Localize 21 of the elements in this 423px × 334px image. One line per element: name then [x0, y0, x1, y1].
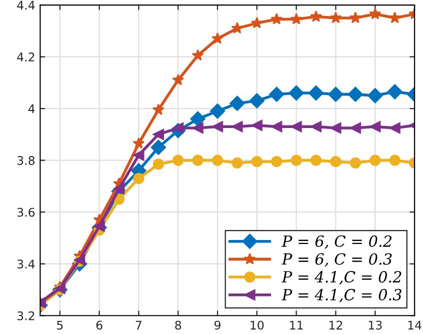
x-tick-label: 7	[136, 320, 142, 330]
y-tick-label: 3.6	[17, 208, 35, 217]
y-tick-label: 4.2	[17, 52, 34, 62]
legend-label: P = 4.1,C = 0.3	[282, 288, 402, 302]
x-tick-label: 13	[368, 320, 382, 330]
x-tick-label: 6	[96, 320, 102, 330]
x-tick-label: 14	[408, 320, 422, 330]
x-tick-label: 10	[250, 320, 264, 330]
y-tick-label: 3.4	[17, 260, 35, 269]
x-tick-label: 8	[175, 320, 182, 330]
legend-label: P = 4.1,C = 0.2	[282, 271, 402, 284]
legend-label: P = 6, C = 0.3	[282, 253, 392, 267]
x-tick-label: 11	[290, 320, 303, 330]
y-tick-label: 4	[28, 104, 35, 114]
y-tick-label: 4.4	[17, 0, 35, 10]
x-tick-label: 12	[330, 320, 342, 330]
legend-label: P = 6, C = 0.2	[282, 235, 392, 249]
x-tick-label: 9	[214, 320, 220, 330]
x-tick-label: 5	[57, 320, 63, 330]
y-tick-label: 3.2	[17, 311, 34, 320]
y-tick-label: 3.8	[17, 156, 35, 165]
